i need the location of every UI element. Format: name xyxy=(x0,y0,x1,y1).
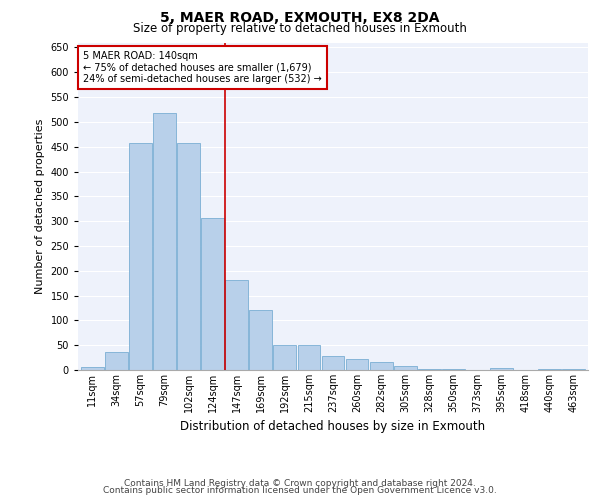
Bar xyxy=(394,366,416,370)
Bar xyxy=(201,218,224,370)
Bar xyxy=(442,369,465,370)
Text: Contains public sector information licensed under the Open Government Licence v3: Contains public sector information licen… xyxy=(103,486,497,495)
Bar xyxy=(322,356,344,370)
Bar xyxy=(226,280,248,370)
Bar xyxy=(105,352,128,370)
Bar xyxy=(562,369,585,370)
Text: Contains HM Land Registry data © Crown copyright and database right 2024.: Contains HM Land Registry data © Crown c… xyxy=(124,478,476,488)
Bar xyxy=(346,359,368,370)
Bar xyxy=(274,345,296,370)
Bar xyxy=(177,143,200,370)
Bar xyxy=(418,368,440,370)
Bar xyxy=(250,310,272,370)
Bar xyxy=(298,344,320,370)
Bar xyxy=(81,366,104,370)
Y-axis label: Number of detached properties: Number of detached properties xyxy=(35,118,45,294)
Bar xyxy=(370,362,392,370)
Bar xyxy=(153,114,176,370)
Text: Size of property relative to detached houses in Exmouth: Size of property relative to detached ho… xyxy=(133,22,467,35)
X-axis label: Distribution of detached houses by size in Exmouth: Distribution of detached houses by size … xyxy=(181,420,485,434)
Text: 5, MAER ROAD, EXMOUTH, EX8 2DA: 5, MAER ROAD, EXMOUTH, EX8 2DA xyxy=(160,11,440,25)
Bar xyxy=(129,142,152,370)
Text: 5 MAER ROAD: 140sqm
← 75% of detached houses are smaller (1,679)
24% of semi-det: 5 MAER ROAD: 140sqm ← 75% of detached ho… xyxy=(83,50,322,84)
Bar xyxy=(538,368,561,370)
Bar xyxy=(490,368,513,370)
